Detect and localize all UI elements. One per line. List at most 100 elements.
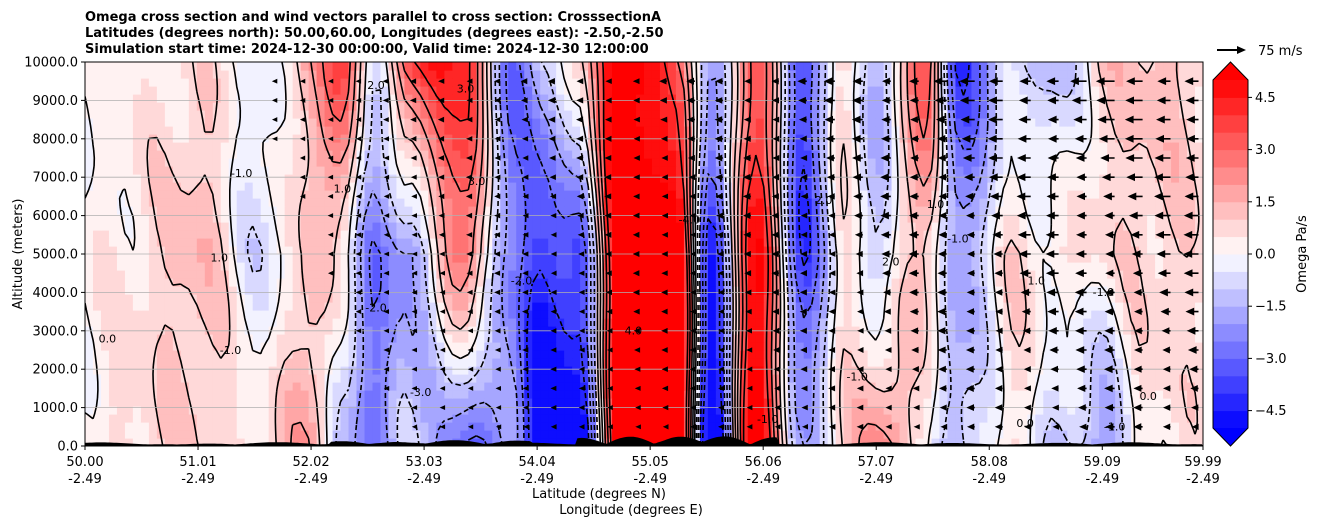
omega-cell — [907, 374, 917, 383]
omega-cell — [292, 342, 302, 351]
omega-cell — [276, 382, 286, 391]
omega-cell — [92, 214, 102, 223]
omega-cell — [731, 422, 741, 431]
omega-cell — [188, 302, 198, 311]
omega-cell — [148, 326, 158, 335]
omega-cell — [372, 230, 382, 239]
omega-cell — [979, 302, 988, 311]
omega-cell — [923, 278, 933, 287]
omega-cell — [228, 222, 238, 231]
omega-cell — [260, 206, 270, 215]
omega-cell — [851, 278, 861, 287]
omega-cell — [651, 254, 661, 263]
omega-cell — [388, 294, 398, 303]
omega-cell — [963, 190, 973, 199]
omega-cell — [636, 342, 645, 351]
omega-cell — [1067, 414, 1076, 423]
omega-cell — [524, 326, 533, 335]
omega-cell — [1115, 334, 1124, 343]
omega-cell — [212, 406, 222, 415]
omega-cell — [228, 438, 238, 446]
omega-cell — [204, 198, 214, 207]
omega-cell — [1051, 342, 1060, 351]
omega-cell — [604, 382, 613, 391]
omega-cell — [500, 310, 509, 319]
omega-cell — [1123, 382, 1132, 391]
omega-cell — [1155, 326, 1164, 335]
omega-cell — [220, 278, 230, 287]
omega-cell — [316, 238, 326, 247]
omega-cell — [228, 430, 238, 439]
omega-cell — [1187, 318, 1196, 327]
omega-cell — [484, 342, 493, 351]
omega-cell — [979, 422, 988, 431]
omega-cell — [971, 198, 980, 207]
omega-cell — [667, 358, 677, 367]
omega-cell — [915, 342, 925, 351]
omega-cell — [244, 422, 254, 431]
omega-cell — [971, 350, 980, 359]
omega-cell — [612, 278, 621, 287]
omega-cell — [108, 382, 118, 391]
omega-cell — [1099, 206, 1108, 215]
omega-cell — [963, 398, 973, 407]
omega-cell — [388, 350, 398, 359]
omega-cell — [891, 302, 901, 311]
omega-cell — [388, 230, 398, 239]
omega-cell — [85, 422, 94, 431]
omega-cell — [1187, 238, 1196, 247]
omega-cell — [588, 398, 597, 407]
omega-cell — [460, 238, 469, 247]
omega-cell — [364, 214, 374, 223]
omega-cell — [396, 302, 406, 311]
omega-cell — [612, 302, 621, 311]
omega-cell — [1147, 422, 1156, 431]
omega-cell — [636, 398, 645, 407]
omega-cell — [180, 286, 190, 295]
omega-cell — [1067, 398, 1076, 407]
omega-cell — [452, 182, 461, 191]
omega-cell — [715, 238, 725, 247]
omega-cell — [1179, 182, 1188, 191]
omega-cell — [636, 414, 645, 423]
omega-cell — [1019, 318, 1028, 327]
omega-cell — [891, 358, 901, 367]
omega-cell — [731, 222, 741, 231]
omega-cell — [100, 422, 110, 431]
omega-cell — [148, 422, 158, 431]
omega-cell — [1107, 342, 1116, 351]
omega-cell — [803, 238, 813, 247]
omega-cell — [452, 374, 461, 383]
omega-cell — [548, 270, 557, 279]
omega-cell — [947, 414, 957, 423]
omega-cell — [196, 286, 206, 295]
omega-cell — [907, 166, 917, 175]
omega-cell — [859, 286, 869, 295]
omega-cell — [699, 190, 709, 199]
omega-cell — [212, 230, 222, 239]
omega-cell — [476, 342, 485, 351]
omega-cell — [100, 438, 110, 446]
omega-cell — [292, 318, 302, 327]
omega-cell — [244, 310, 254, 319]
omega-cell — [204, 310, 214, 319]
omega-cell — [1187, 430, 1196, 439]
omega-cell — [612, 326, 621, 335]
omega-cell — [316, 374, 326, 383]
omega-cell — [436, 350, 445, 359]
omega-cell — [428, 422, 437, 431]
omega-cell — [588, 278, 597, 287]
omega-cell — [1083, 198, 1092, 207]
omega-cell — [963, 406, 973, 415]
omega-cell — [1163, 222, 1172, 231]
omega-cell — [484, 174, 493, 183]
omega-cell — [1195, 310, 1203, 319]
omega-cell — [612, 406, 621, 415]
omega-cell — [947, 246, 957, 255]
omega-cell — [85, 254, 94, 263]
omega-cell — [899, 182, 909, 191]
omega-cell — [508, 358, 517, 367]
omega-cell — [771, 414, 781, 423]
omega-cell — [1139, 342, 1148, 351]
omega-cell — [332, 326, 342, 335]
